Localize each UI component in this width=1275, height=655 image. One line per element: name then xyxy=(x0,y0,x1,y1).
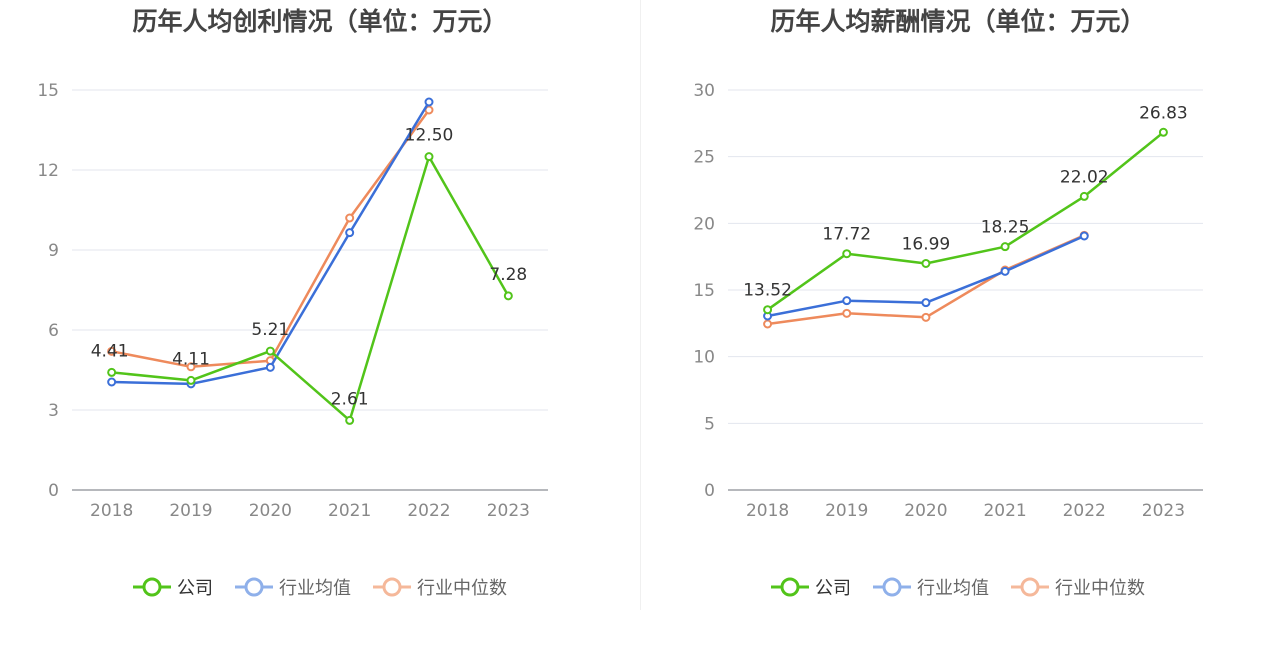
data-point-median xyxy=(345,213,355,223)
data-label: 17.72 xyxy=(822,225,871,245)
data-label: 4.11 xyxy=(172,349,210,369)
data-label: 12.50 xyxy=(405,126,454,146)
y-tick-label: 25 xyxy=(693,148,715,168)
data-label: 4.41 xyxy=(91,341,129,361)
data-point-avg xyxy=(1000,266,1010,276)
data-point-median xyxy=(186,362,196,372)
panel-divider xyxy=(640,0,641,610)
chart-panel-salary: 历年人均薪酬情况（单位：万元） 0 5 10 15 20 25 30 2018 2019 2020… xyxy=(641,0,1275,655)
data-point-company xyxy=(1000,242,1010,252)
data-point-avg xyxy=(842,296,852,306)
profit-chart: 0 3 6 9 12 15 2018 2019 2020 2021 2022 2023 4.41 4.11… xyxy=(37,81,548,521)
data-point-avg xyxy=(345,228,355,238)
legend-label: 行业均值 xyxy=(917,578,989,599)
y-tick-label: 0 xyxy=(704,481,715,501)
chart-panel-profit: 历年人均创利情况（单位：万元） 0 3 6 9 12 15 2018 2019 2020 2021… xyxy=(0,7,640,600)
data-label: 26.83 xyxy=(1139,103,1188,123)
x-tick-label: 2020 xyxy=(249,501,292,521)
data-point-avg xyxy=(265,362,275,372)
legend-label: 公司 xyxy=(177,578,213,599)
x-tick-label: 2022 xyxy=(407,501,450,521)
legend-item-company[interactable]: 公司 xyxy=(771,574,851,600)
data-point-company xyxy=(1158,127,1168,137)
data-label: 7.28 xyxy=(489,265,527,285)
y-tick-label: 9 xyxy=(48,241,59,261)
data-point-company xyxy=(424,152,434,162)
data-point-company xyxy=(503,291,513,301)
data-point-company xyxy=(107,367,117,377)
data-label: 16.99 xyxy=(902,234,951,254)
legend-item-company[interactable]: 公司 xyxy=(133,574,213,600)
data-point-avg xyxy=(1079,231,1089,241)
y-tick-label: 6 xyxy=(48,321,59,341)
salary-chart: 0 5 10 15 20 25 30 2018 2019 2020 2021 2022 2023 13.5… xyxy=(693,81,1203,521)
x-tick-label: 2022 xyxy=(1063,501,1106,521)
legend-label: 行业中位数 xyxy=(1055,578,1145,599)
y-tick-label: 0 xyxy=(48,481,59,501)
legend: 公司 行业均值 行业中位数 xyxy=(641,574,1275,600)
data-label: 18.25 xyxy=(981,218,1030,238)
legend-item-industry-median[interactable]: 行业中位数 xyxy=(373,574,507,600)
y-tick-label: 3 xyxy=(48,401,59,421)
chart-title: 历年人均创利情况（单位：万元） xyxy=(132,7,508,36)
x-tick-label: 2021 xyxy=(328,501,371,521)
y-tick-label: 15 xyxy=(693,281,715,301)
legend-item-industry-avg[interactable]: 行业均值 xyxy=(873,574,989,600)
data-label: 13.52 xyxy=(743,281,792,301)
x-tick-label: 2020 xyxy=(904,501,947,521)
series-line-company xyxy=(766,131,1165,311)
line-marker-icon xyxy=(373,575,411,599)
y-tick-label: 10 xyxy=(693,348,715,368)
data-point-median xyxy=(763,319,773,329)
legend-label: 公司 xyxy=(815,578,851,599)
data-point-company xyxy=(1079,191,1089,201)
series-line-company xyxy=(111,155,510,422)
line-marker-icon xyxy=(771,575,809,599)
y-tick-label: 5 xyxy=(704,414,715,434)
line-marker-icon xyxy=(133,575,171,599)
x-tick-label: 2018 xyxy=(746,501,789,521)
legend: 公司 行业均值 行业中位数 xyxy=(0,574,640,600)
x-tick-label: 2018 xyxy=(90,501,133,521)
data-point-company xyxy=(265,346,275,356)
data-label: 2.61 xyxy=(331,389,369,409)
y-tick-label: 12 xyxy=(37,161,59,181)
line-marker-icon xyxy=(1011,575,1049,599)
chart-title: 历年人均薪酬情况（单位：万元） xyxy=(770,7,1146,36)
data-label: 22.02 xyxy=(1060,167,1109,187)
x-tick-label: 2023 xyxy=(1142,501,1185,521)
data-point-company xyxy=(345,415,355,425)
data-point-company xyxy=(921,258,931,268)
data-point-median xyxy=(921,312,931,322)
x-tick-label: 2023 xyxy=(487,501,530,521)
data-point-avg xyxy=(107,377,117,387)
series-line-avg xyxy=(111,101,431,386)
x-tick-label: 2019 xyxy=(825,501,868,521)
data-point-median xyxy=(107,346,117,356)
x-tick-label: 2019 xyxy=(169,501,212,521)
y-tick-label: 15 xyxy=(37,81,59,101)
line-marker-icon xyxy=(235,575,273,599)
data-point-median xyxy=(842,308,852,318)
line-marker-icon xyxy=(873,575,911,599)
y-tick-label: 20 xyxy=(693,214,715,234)
data-point-company xyxy=(763,305,773,315)
data-point-avg xyxy=(424,97,434,107)
data-label: 5.21 xyxy=(251,320,289,340)
y-tick-label: 30 xyxy=(693,81,715,101)
x-tick-label: 2021 xyxy=(983,501,1026,521)
legend-label: 行业均值 xyxy=(279,578,351,599)
legend-item-industry-median[interactable]: 行业中位数 xyxy=(1011,574,1145,600)
data-point-company xyxy=(842,249,852,259)
data-point-avg xyxy=(921,298,931,308)
legend-item-industry-avg[interactable]: 行业均值 xyxy=(235,574,351,600)
legend-label: 行业中位数 xyxy=(417,578,507,599)
data-point-company xyxy=(186,375,196,385)
